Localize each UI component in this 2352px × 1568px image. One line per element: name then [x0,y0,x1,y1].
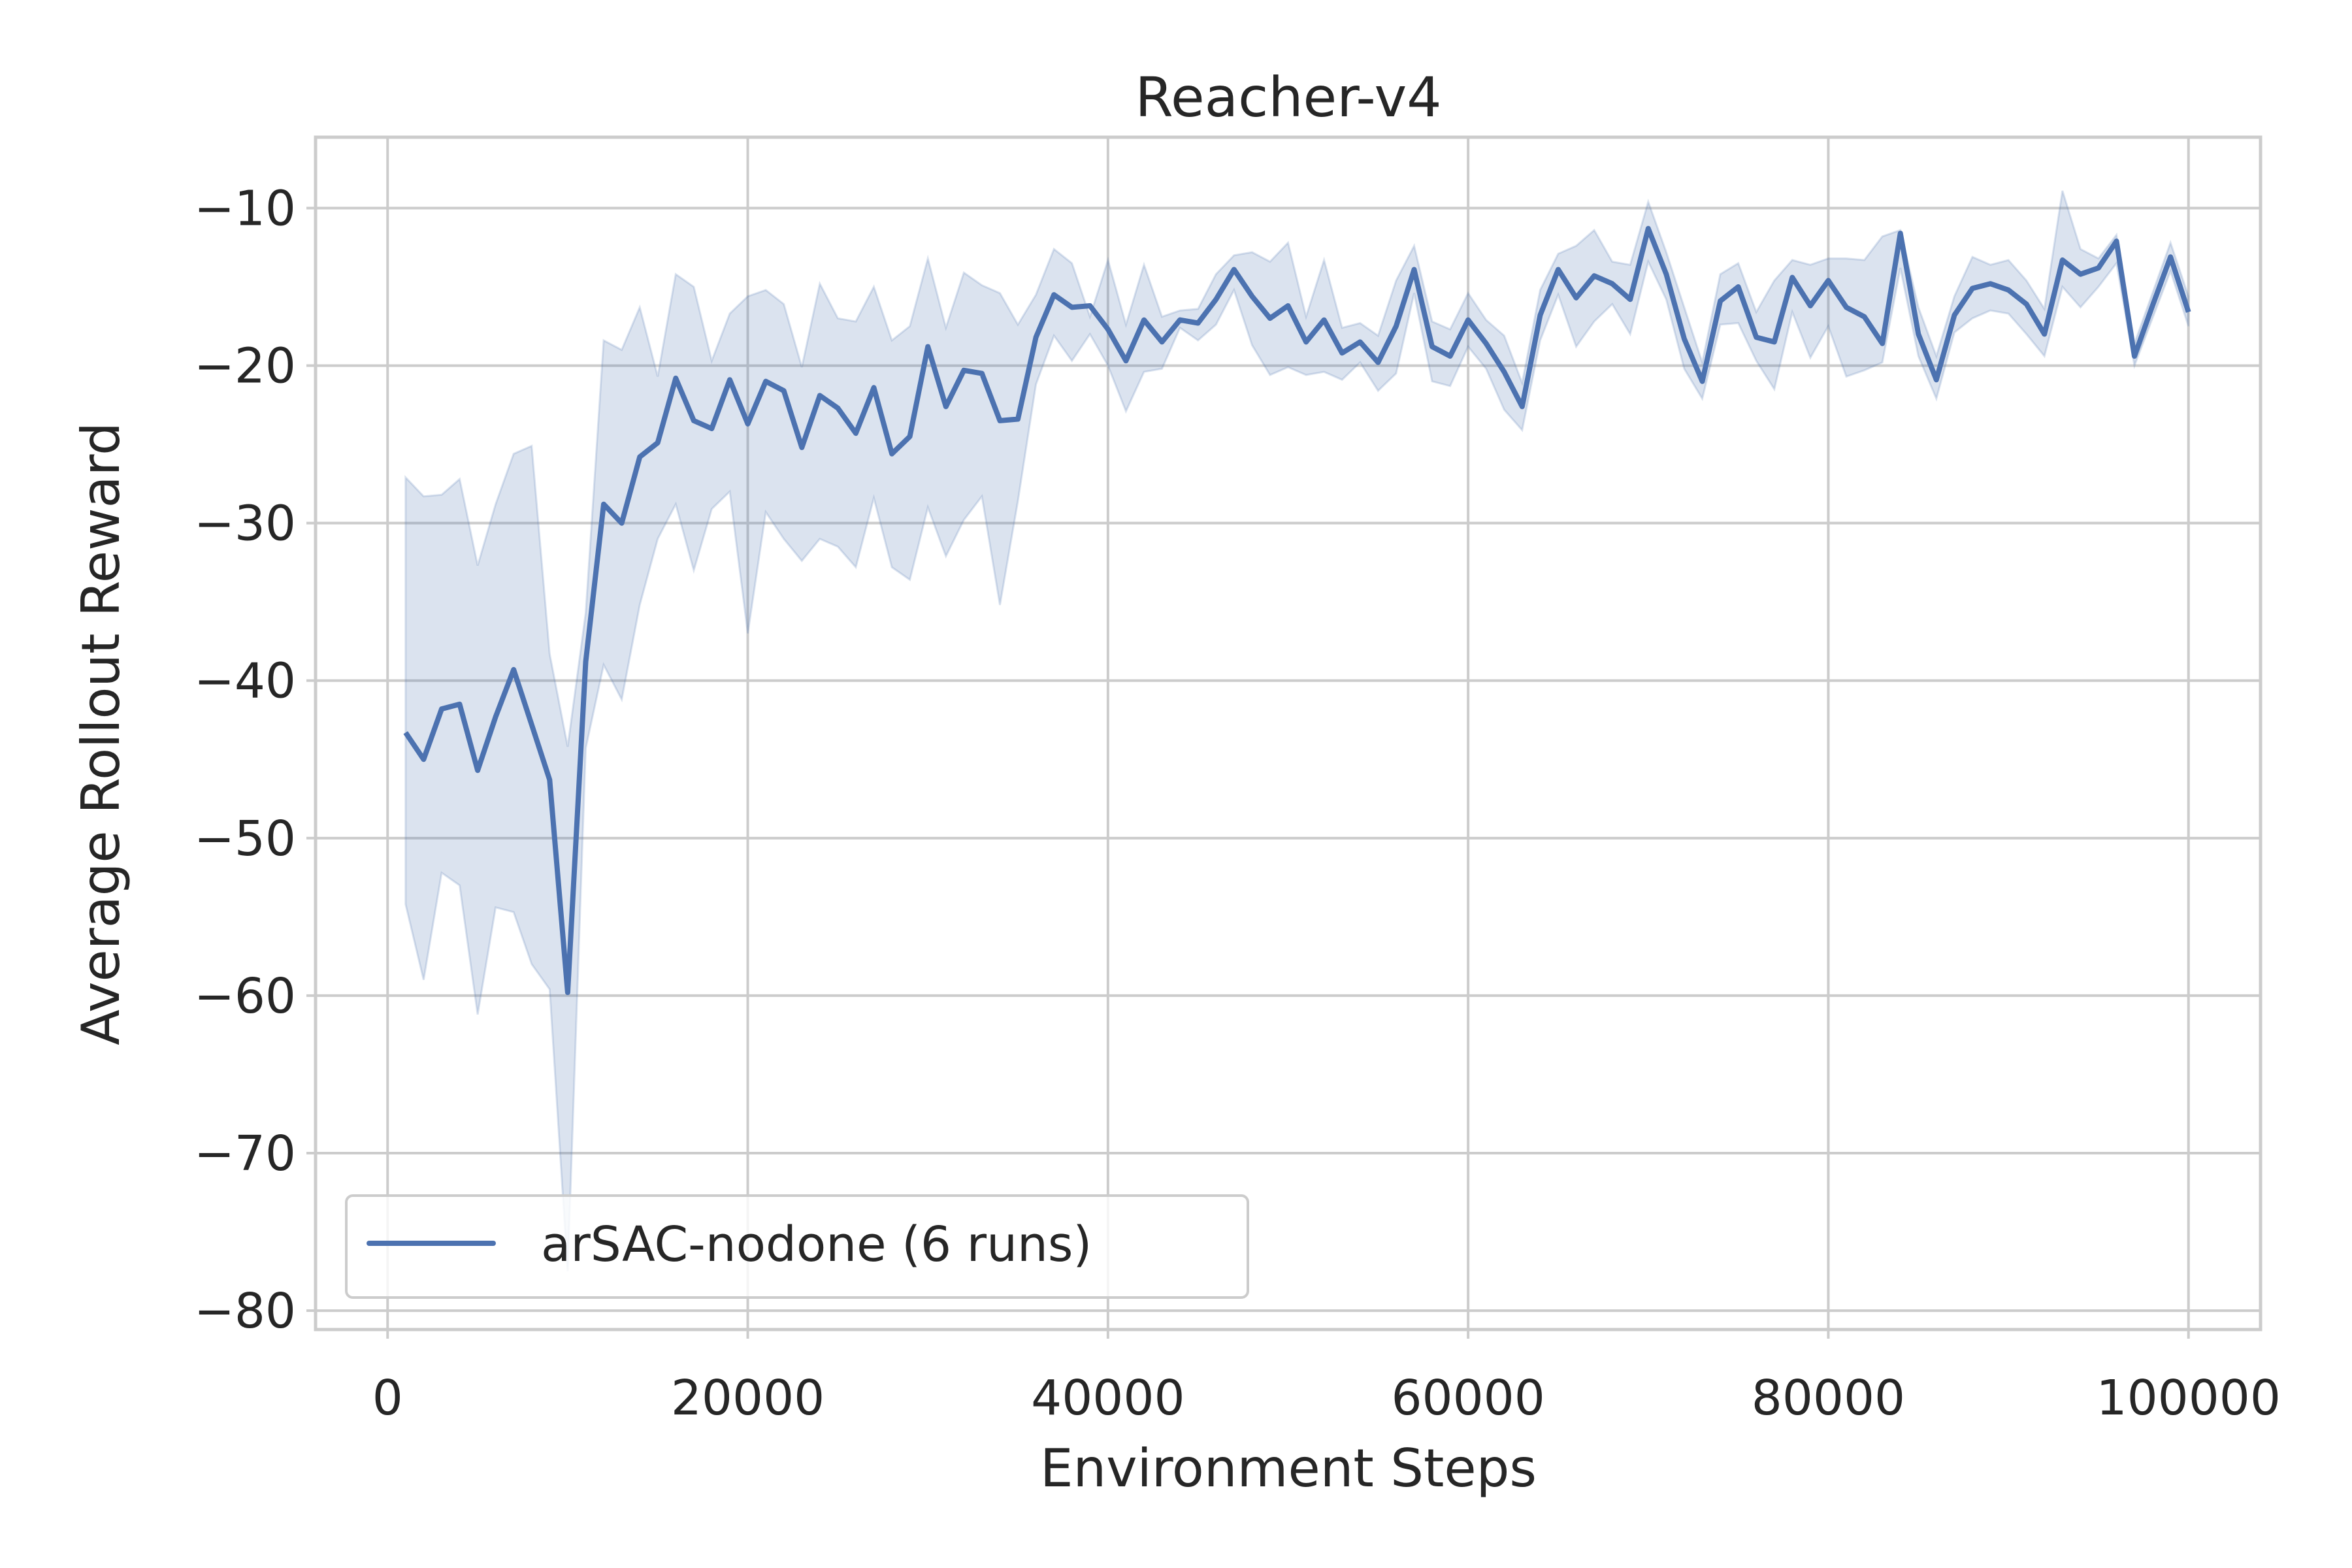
chart-title: Reacher-v4 [1135,65,1441,129]
series-line-arsac-nodone [403,225,2191,996]
legend: arSAC-nodone (6 runs) [345,1194,1249,1299]
y-axis-label: Average Rollout Reward [71,422,131,1045]
y-tick-label: −30 [194,496,296,552]
y-tick-label: −80 [194,1283,296,1339]
y-tick-label: −40 [194,653,296,710]
x-tick-label: 0 [372,1370,403,1426]
x-axis-ticks: 0 20000 40000 60000 80000 100000 [372,1330,2281,1426]
y-tick-label: −50 [194,811,296,867]
y-tick-label: −70 [194,1126,296,1182]
x-tick-label: 60000 [1391,1370,1544,1426]
x-axis-label: Environment Steps [1040,1438,1537,1499]
confidence-band [404,190,2190,1271]
x-tick-label: 20000 [671,1370,825,1426]
x-tick-label: 100000 [2096,1370,2281,1426]
grid-lines [316,137,2261,1330]
y-tick-label: −60 [194,968,296,1024]
y-tick-label: −20 [194,338,296,395]
y-tick-label: −10 [194,180,296,237]
x-tick-label: 40000 [1031,1370,1184,1426]
x-tick-label: 80000 [1752,1370,1905,1426]
plot-frame [314,135,2262,1331]
legend-label: arSAC-nodone (6 runs) [541,1217,1092,1273]
y-axis-ticks: −80 −70 −60 −50 −40 −30 −20 −10 [194,180,316,1339]
legend-box [345,1194,1249,1299]
